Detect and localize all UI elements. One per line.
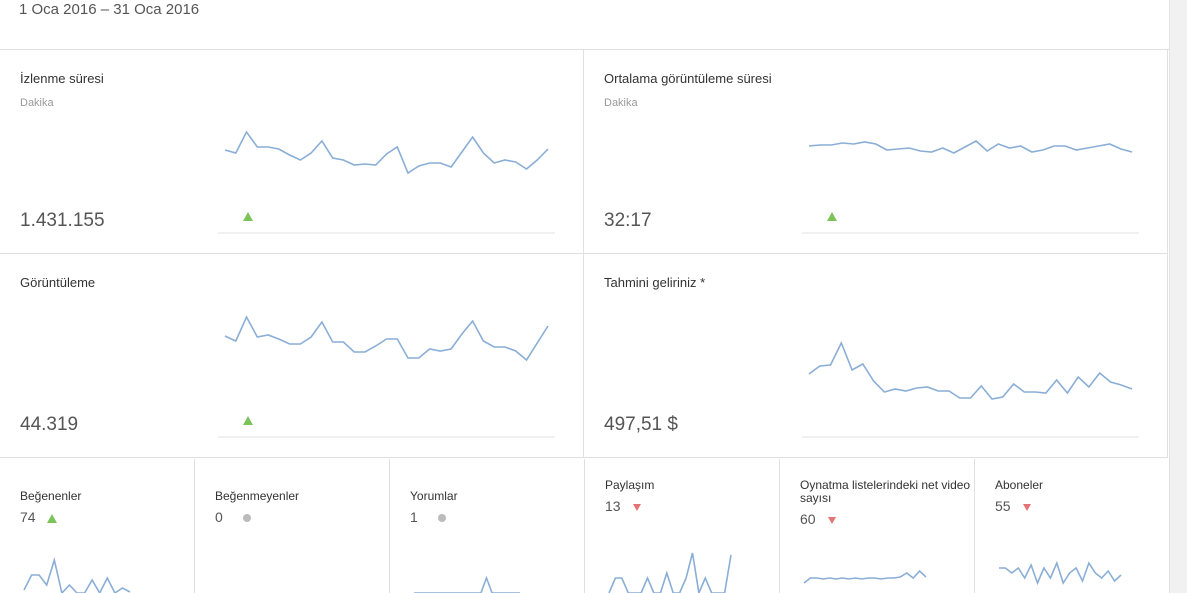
sparkline-chart [608, 552, 732, 593]
sparkline [999, 560, 1122, 586]
metric-card[interactable]: Görüntüleme 44.319 [0, 254, 584, 458]
trend-icon [243, 212, 253, 221]
trend-up [243, 416, 253, 425]
value-text: 60 [800, 511, 816, 527]
card-value: 1.431.155 [20, 210, 253, 232]
small-title-text: Beğenmeyenler [215, 489, 300, 503]
value-text: 1 [410, 509, 418, 525]
trend-icon [1023, 504, 1031, 511]
sparkline [224, 130, 549, 175]
card-title: Ortalama görüntüleme süresi Dakika [604, 69, 774, 113]
trend-icon [243, 514, 251, 522]
small-card[interactable]: Beğenenler 74 [0, 459, 195, 593]
trend-down [828, 517, 836, 524]
small-card-title: Yorumlar 1 [410, 489, 585, 525]
small-card[interactable]: Beğenmeyenler 0 [195, 459, 390, 593]
trend-flat [243, 514, 251, 522]
sparkline [23, 556, 131, 593]
small-card[interactable]: Paylaşım 13 [585, 459, 780, 593]
value-text: 44.319 [20, 414, 79, 435]
card-unit: Dakika [20, 97, 54, 109]
trend-up [827, 212, 837, 221]
small-card[interactable]: Oynatma listelerindeki net video sayısı 6… [780, 459, 975, 593]
small-title-text: Beğenenler [20, 489, 82, 503]
trend-up [47, 514, 57, 523]
trend-icon [633, 504, 641, 511]
small-card[interactable]: Yorumlar 1 [390, 459, 585, 593]
small-title-text: Oynatma listelerindeki net video sayısı [800, 478, 971, 505]
trend-icon [827, 212, 837, 221]
card-title-text: İzlenme süresi [20, 71, 104, 86]
sparkline-chart [414, 575, 520, 593]
trend-icon [47, 514, 57, 523]
small-title-text: Yorumlar [410, 489, 458, 503]
sparkline [803, 569, 927, 584]
small-card-title: Beğenenler 74 [20, 489, 195, 525]
small-value: 60 [800, 511, 975, 527]
value-text: 32:17 [604, 210, 652, 231]
sparkline-chart [218, 315, 555, 438]
trend-flat [438, 514, 446, 522]
sparkline-chart [217, 543, 367, 593]
card-value: 44.319 [20, 414, 253, 436]
metric-card[interactable]: Tahmini geliriniz * 497,51 $ [584, 254, 1168, 458]
card-value: 497,51 $ [604, 414, 678, 436]
trend-icon [243, 416, 253, 425]
card-title-text: Görüntüleme [20, 275, 96, 290]
value-text: 13 [605, 498, 621, 514]
sparkline-chart [802, 140, 1139, 234]
value-text: 74 [20, 509, 36, 525]
trend-icon [438, 514, 446, 522]
trend-icon [828, 517, 836, 524]
card-unit: Dakika [604, 97, 638, 109]
sparkline-chart [803, 569, 927, 584]
small-value: 1 [410, 509, 585, 525]
sparkline [808, 140, 1133, 154]
sparkline [414, 575, 520, 593]
divider [0, 49, 1169, 50]
sparkline-chart [218, 130, 555, 234]
scrollbar[interactable] [1169, 0, 1187, 593]
sparkline [224, 315, 549, 362]
small-title-text: Aboneler [995, 478, 1044, 492]
metric-card[interactable]: İzlenme süresi Dakika 1.431.155 [0, 50, 584, 254]
small-value: 0 [215, 509, 390, 525]
metric-card[interactable]: Ortalama görüntüleme süresi Dakika 32:17 [584, 50, 1168, 254]
card-value: 32:17 [604, 210, 837, 232]
card-title: İzlenme süresi Dakika [20, 69, 190, 113]
value-text: 497,51 $ [604, 414, 678, 435]
value-text: 0 [215, 509, 223, 525]
card-title: Görüntüleme [20, 273, 190, 293]
sparkline [608, 552, 732, 593]
trend-down [1023, 504, 1031, 511]
value-text: 55 [995, 498, 1011, 514]
sparkline [808, 341, 1133, 400]
sparkline-chart [999, 560, 1122, 586]
small-card-title: Oynatma listelerindeki net video sayısı 6… [800, 478, 975, 527]
card-title: Tahmini geliriniz * [604, 273, 774, 293]
small-title-text: Paylaşım [605, 478, 655, 492]
card-title-text: Ortalama görüntüleme süresi [604, 71, 772, 86]
small-value: 13 [605, 498, 780, 514]
small-card[interactable]: Aboneler 55 [975, 459, 1170, 593]
sparkline-chart [802, 341, 1139, 438]
small-value: 55 [995, 498, 1170, 514]
value-text: 1.431.155 [20, 210, 105, 231]
small-card-title: Aboneler 55 [995, 478, 1170, 514]
small-value: 74 [20, 509, 195, 525]
sparkline-chart [23, 556, 131, 593]
small-card-title: Beğenmeyenler 0 [215, 489, 390, 525]
trend-up [243, 212, 253, 221]
date-range[interactable]: 1 Oca 2016 – 31 Oca 2016 [19, 1, 200, 18]
small-card-title: Paylaşım 13 [605, 478, 780, 514]
card-title-text: Tahmini geliriniz * [604, 275, 706, 290]
trend-down [633, 504, 641, 511]
